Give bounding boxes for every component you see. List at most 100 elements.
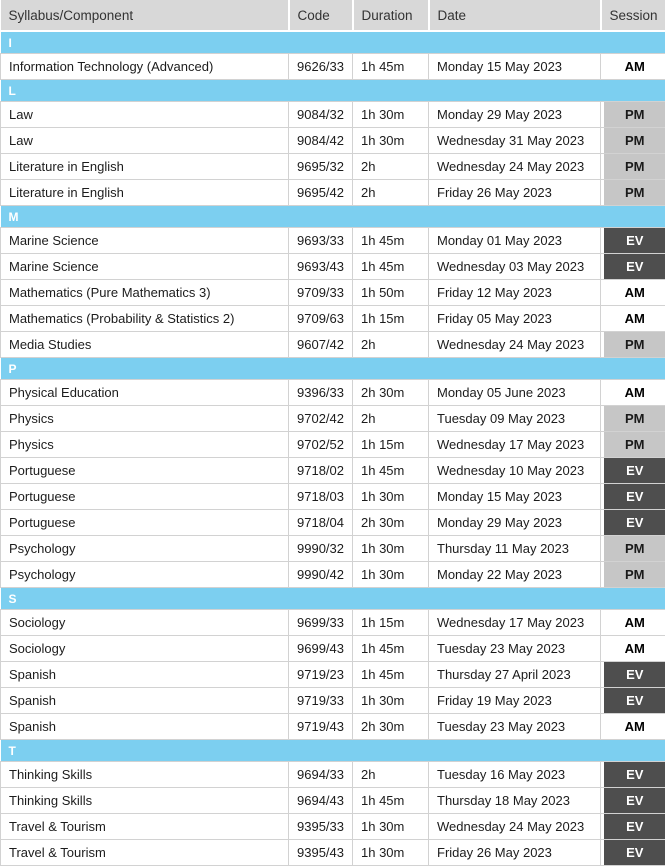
session-badge: PM <box>604 102 665 127</box>
session-badge: EV <box>604 254 665 279</box>
session-cell: EV <box>601 814 665 840</box>
session-cell: PM <box>601 432 665 458</box>
code-cell: 9396/33 <box>289 380 353 406</box>
section-row-S: S <box>1 588 665 610</box>
session-cell: EV <box>601 662 665 688</box>
section-letter: L <box>1 80 665 102</box>
session-cell: PM <box>601 180 665 206</box>
syllabus-cell: Information Technology (Advanced) <box>1 54 289 80</box>
date-cell: Monday 15 May 2023 <box>429 484 601 510</box>
session-cell: AM <box>601 306 665 332</box>
session-badge: EV <box>604 788 665 813</box>
date-cell: Wednesday 17 May 2023 <box>429 610 601 636</box>
duration-cell: 2h 30m <box>353 510 429 536</box>
duration-cell: 2h <box>353 332 429 358</box>
date-cell: Tuesday 23 May 2023 <box>429 714 601 740</box>
syllabus-cell: Physics <box>1 432 289 458</box>
section-letter: T <box>1 740 665 762</box>
syllabus-cell: Marine Science <box>1 254 289 280</box>
session-cell: PM <box>601 154 665 180</box>
date-cell: Monday 29 May 2023 <box>429 510 601 536</box>
date-cell: Thursday 18 May 2023 <box>429 788 601 814</box>
syllabus-cell: Sociology <box>1 636 289 662</box>
code-cell: 9694/43 <box>289 788 353 814</box>
col-header-duration: Duration <box>353 0 429 31</box>
date-cell: Friday 12 May 2023 <box>429 280 601 306</box>
code-cell: 9719/33 <box>289 688 353 714</box>
date-cell: Friday 26 May 2023 <box>429 180 601 206</box>
session-cell: AM <box>601 636 665 662</box>
session-cell: EV <box>601 762 665 788</box>
section-row-P: P <box>1 358 665 380</box>
duration-cell: 1h 45m <box>353 662 429 688</box>
section-letter: P <box>1 358 665 380</box>
code-cell: 9395/43 <box>289 840 353 866</box>
duration-cell: 1h 15m <box>353 610 429 636</box>
session-badge: PM <box>604 406 665 431</box>
syllabus-cell: Marine Science <box>1 228 289 254</box>
session-badge: AM <box>604 54 665 79</box>
session-badge: PM <box>604 154 665 179</box>
section-letter: M <box>1 206 665 228</box>
session-cell: EV <box>601 510 665 536</box>
date-cell: Wednesday 03 May 2023 <box>429 254 601 280</box>
session-cell: AM <box>601 714 665 740</box>
table-row: Mathematics (Probability & Statistics 2)… <box>1 306 665 332</box>
date-cell: Friday 05 May 2023 <box>429 306 601 332</box>
section-row-I: I <box>1 31 665 54</box>
session-cell: EV <box>601 484 665 510</box>
date-cell: Friday 26 May 2023 <box>429 840 601 866</box>
table-row: Information Technology (Advanced)9626/33… <box>1 54 665 80</box>
session-cell: AM <box>601 54 665 80</box>
duration-cell: 1h 50m <box>353 280 429 306</box>
session-badge: EV <box>604 662 665 687</box>
duration-cell: 1h 45m <box>353 254 429 280</box>
duration-cell: 2h <box>353 406 429 432</box>
syllabus-cell: Spanish <box>1 688 289 714</box>
session-badge: EV <box>604 688 665 713</box>
syllabus-cell: Travel & Tourism <box>1 814 289 840</box>
duration-cell: 1h 30m <box>353 484 429 510</box>
section-row-L: L <box>1 80 665 102</box>
code-cell: 9695/42 <box>289 180 353 206</box>
date-cell: Monday 05 June 2023 <box>429 380 601 406</box>
date-cell: Monday 22 May 2023 <box>429 562 601 588</box>
session-badge: EV <box>604 228 665 253</box>
session-badge: AM <box>604 610 665 635</box>
code-cell: 9709/63 <box>289 306 353 332</box>
date-cell: Tuesday 09 May 2023 <box>429 406 601 432</box>
code-cell: 9990/42 <box>289 562 353 588</box>
duration-cell: 1h 30m <box>353 102 429 128</box>
duration-cell: 1h 30m <box>353 840 429 866</box>
duration-cell: 1h 45m <box>353 228 429 254</box>
duration-cell: 2h <box>353 154 429 180</box>
syllabus-cell: Spanish <box>1 662 289 688</box>
session-cell: EV <box>601 688 665 714</box>
syllabus-cell: Law <box>1 128 289 154</box>
date-cell: Monday 15 May 2023 <box>429 54 601 80</box>
session-badge: PM <box>604 562 665 587</box>
syllabus-cell: Portuguese <box>1 458 289 484</box>
code-cell: 9709/33 <box>289 280 353 306</box>
date-cell: Monday 01 May 2023 <box>429 228 601 254</box>
code-cell: 9699/43 <box>289 636 353 662</box>
code-cell: 9699/33 <box>289 610 353 636</box>
duration-cell: 1h 15m <box>353 432 429 458</box>
duration-cell: 1h 45m <box>353 788 429 814</box>
session-cell: PM <box>601 562 665 588</box>
